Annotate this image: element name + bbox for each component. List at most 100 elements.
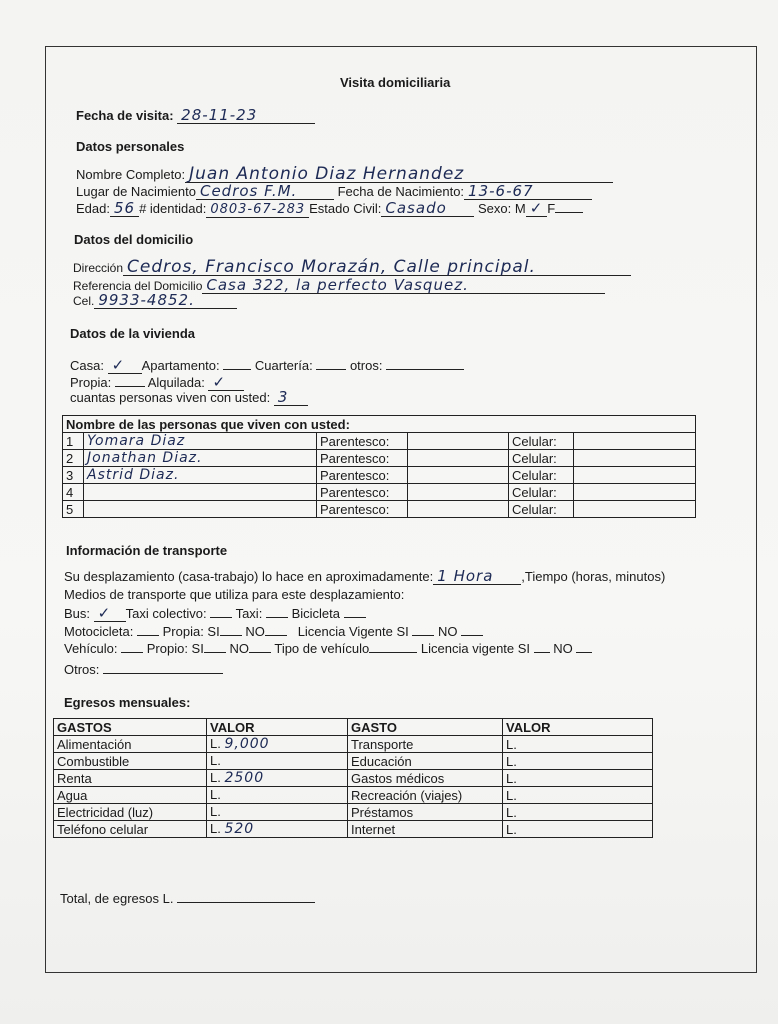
name-value: Juan Antonio Diaz Hernandez — [185, 166, 614, 183]
people-table: Nombre de las personas que viven con ust… — [62, 415, 696, 518]
expense-name-right: Gastos médicos — [347, 769, 503, 787]
birthplace-label: Lugar de Nacimiento — [76, 184, 196, 199]
expense-name-right: Internet — [347, 820, 503, 838]
age-value: 56 — [109, 201, 140, 217]
total-blank — [177, 890, 316, 903]
expense-row: Renta L. 2500 Gastos médicos L. — [53, 769, 653, 787]
person-name: Yomara Diaz — [83, 432, 317, 450]
moto-blank — [137, 623, 159, 636]
parentesco-value — [407, 432, 509, 450]
name-label: Nombre Completo: — [76, 167, 186, 182]
reference-label: Referencia del Domicilio — [73, 279, 203, 293]
expense-name: Alimentación — [53, 735, 207, 753]
vehicle-type-label: Tipo de vehículo — [274, 641, 370, 656]
civil-label: Estado Civil: — [309, 201, 382, 216]
moto-no-label: NO — [245, 624, 265, 639]
age-label: Edad: — [76, 201, 110, 216]
person-name: Jonathan Diaz. — [83, 449, 317, 467]
vehicle-licencia-label: Licencia vigente SI — [420, 641, 531, 656]
expense-row: Alimentación L. 9,000 Transporte L. — [53, 735, 653, 753]
phone-label: Cel. — [73, 294, 95, 308]
name-row: Nombre Completo: Juan Antonio Diaz Hernan… — [76, 166, 614, 183]
casa-check: ✓ — [107, 358, 142, 374]
bus-check: ✓ — [93, 606, 126, 622]
personal-heading: Datos personales — [76, 139, 185, 154]
commute-label: Su desplazamiento (casa-trabajo) lo hace… — [64, 569, 434, 584]
celular-label: Celular: — [508, 432, 574, 450]
parentesco-value — [407, 466, 509, 484]
casa-label: Casa: — [70, 358, 104, 373]
visit-date-row: Fecha de visita: 28-11-23 — [76, 108, 316, 124]
cuarteria-blank — [316, 357, 347, 370]
parentesco-value — [407, 500, 509, 518]
expense-value: L. 9,000 — [206, 735, 348, 753]
row-number: 5 — [62, 500, 84, 518]
birthdate-label: Fecha de Nacimiento: — [337, 184, 465, 199]
propia-blank — [114, 374, 145, 387]
row-number: 1 — [62, 432, 84, 450]
row-number: 3 — [62, 466, 84, 484]
reference-value: Casa 322, la perfecto Vasquez. — [202, 278, 606, 294]
expense-value: L. 520 — [206, 820, 348, 838]
people-count-value: 3 — [273, 390, 308, 406]
people-row: 4 Parentesco: Celular: — [62, 483, 696, 501]
expense-value-right: L. — [502, 769, 653, 787]
expenses-table: GASTOS VALOR GASTO VALOR Alimentación L.… — [53, 718, 653, 838]
expense-value-right: L. — [502, 803, 653, 821]
birthplace-value: Cedros F.M. — [195, 184, 334, 200]
expense-amount: 520 — [224, 821, 255, 837]
commute-row: Su desplazamiento (casa-trabajo) lo hace… — [64, 569, 665, 585]
people-row: 1 Yomara Diaz Parentesco: Celular: — [62, 432, 696, 450]
taxi-colectivo-label: Taxi colectivo: — [125, 606, 207, 621]
moto-propia-label: Propia: SI — [162, 624, 220, 639]
apartamento-blank — [223, 357, 252, 370]
taxi-colectivo-blank — [210, 605, 233, 618]
propia-label: Propia: — [70, 375, 112, 390]
celular-value — [573, 432, 696, 450]
vehicle-label: Vehículo: — [64, 641, 118, 656]
expense-value: L. 2500 — [206, 769, 348, 787]
expense-name-right: Educación — [347, 752, 503, 770]
sex-f-label: F — [547, 201, 556, 216]
total-row: Total, de egresos L. — [60, 890, 316, 906]
ownership-row: Propia: Alquilada: ✓ — [70, 374, 245, 391]
celular-value — [573, 449, 696, 467]
expense-name: Teléfono celular — [53, 820, 207, 838]
moto-lic-no-blank — [461, 623, 484, 636]
currency-label: L. — [210, 804, 221, 819]
expense-row: Agua L. Recreación (viajes) L. — [53, 786, 653, 804]
otros-blank — [386, 357, 465, 370]
expense-name: Renta — [53, 769, 207, 787]
bus-label: Bus: — [64, 606, 91, 621]
vehicle-no-label: NO — [229, 641, 249, 656]
person-name: Astrid Diaz. — [83, 466, 317, 484]
celular-label: Celular: — [508, 483, 574, 501]
expenses-heading: Egresos mensuales: — [64, 695, 191, 710]
celular-value — [573, 483, 696, 501]
expense-value: L. — [206, 803, 348, 821]
vehicle-lic-si-blank — [533, 640, 550, 653]
vehicle-licencia-no-label: NO — [553, 641, 573, 656]
alquilada-check: ✓ — [208, 375, 245, 391]
celular-label: Celular: — [508, 449, 574, 467]
housing-type-row: Casa: ✓ Apartamento: Cuartería: otros: — [70, 357, 465, 374]
expense-row: Combustible L. Educación L. — [53, 752, 653, 770]
otros-transport-row: Otros: — [64, 661, 224, 677]
expense-name-right: Préstamos — [347, 803, 503, 821]
visit-date-label: Fecha de visita: — [76, 108, 174, 123]
address-row: Dirección Cedros, Francisco Morazán, Call… — [73, 259, 632, 276]
id-label: # identidad: — [139, 201, 207, 216]
people-count-label: cuantas personas viven con usted: — [70, 390, 271, 405]
parentesco-label: Parentesco: — [316, 449, 408, 467]
parentesco-label: Parentesco: — [316, 483, 408, 501]
form-border — [45, 46, 757, 973]
celular-label: Celular: — [508, 500, 574, 518]
expenses-header-gastos: GASTOS — [53, 718, 207, 736]
expense-value: L. — [206, 786, 348, 804]
birth-row: Lugar de Nacimiento Cedros F.M. Fecha de … — [76, 184, 593, 200]
currency-label: L. — [210, 821, 221, 836]
vehicle-blank — [121, 640, 144, 653]
currency-label: L. — [210, 770, 221, 785]
expense-value-right: L. — [502, 820, 653, 838]
parentesco-label: Parentesco: — [316, 432, 408, 450]
